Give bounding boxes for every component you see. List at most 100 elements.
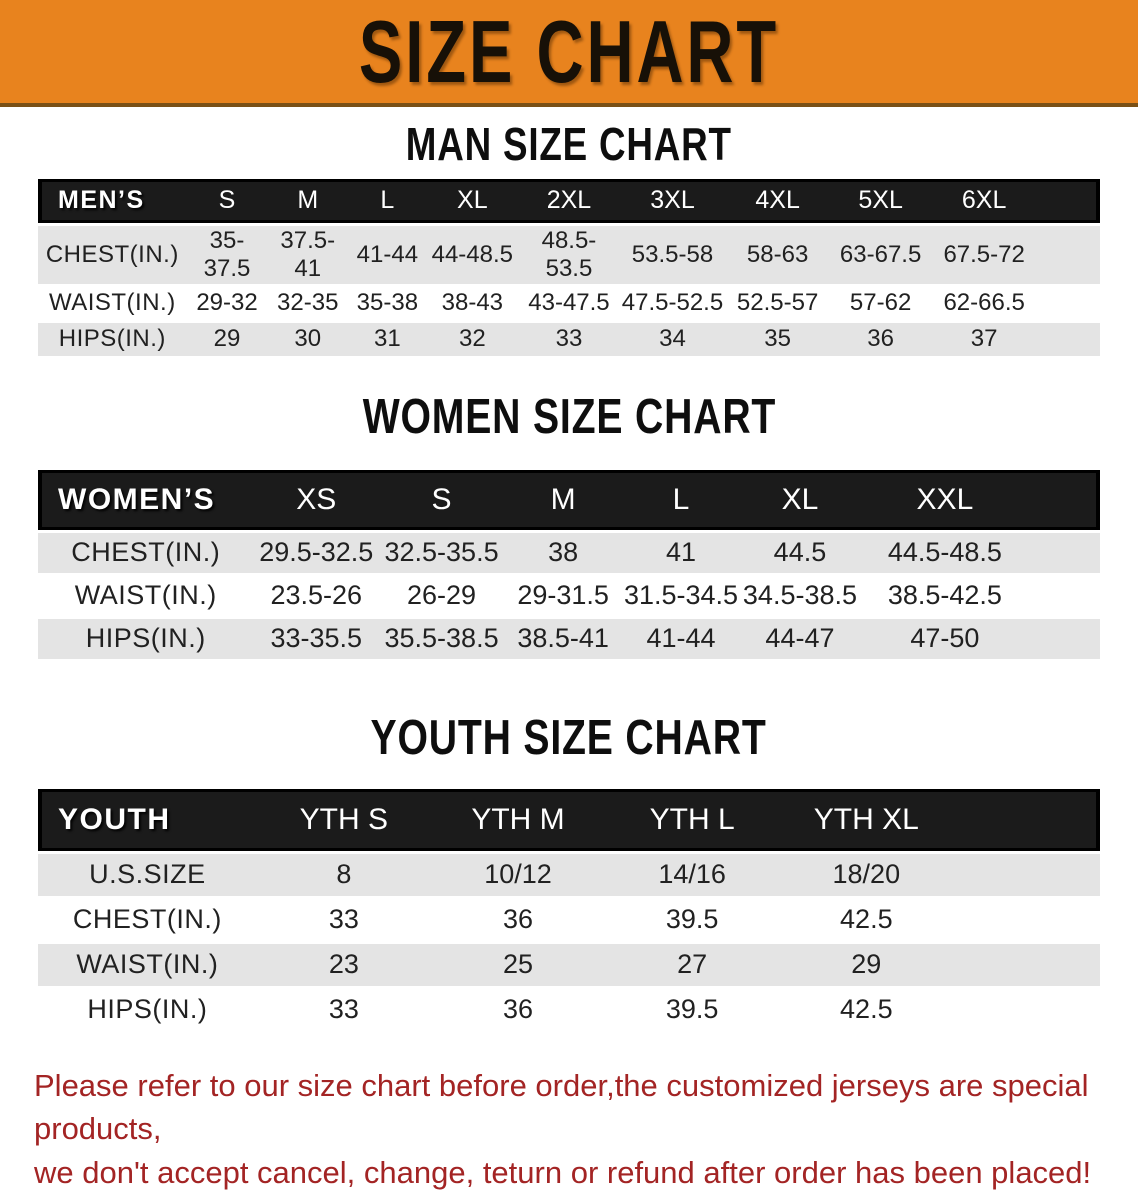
size-value-cell: 52.5-57 (725, 286, 831, 320)
size-column-header: S (378, 469, 505, 530)
table-row: HIPS(IN.) 33 36 39.5 42.5 (38, 988, 1100, 1031)
header-spacer (1029, 469, 1100, 530)
size-value-cell: 29 (186, 322, 268, 356)
men-heading: MAN SIZE CHART (0, 107, 1138, 168)
youth-heading-text: YOUTH SIZE CHART (370, 710, 768, 765)
section-women: WOMEN SIZE CHART WOMEN’S XS S M L XL XXL CHEST(… (0, 359, 1138, 662)
size-column-header: M (267, 178, 349, 223)
women-heading: WOMEN SIZE CHART (0, 359, 1138, 443)
size-value-cell: 39.5 (605, 898, 780, 941)
size-value-cell: 25 (430, 943, 606, 986)
size-value-cell: 38-43 (426, 286, 518, 320)
size-value-cell: 29 (779, 943, 954, 986)
measure-row-label: HIPS(IN.) (38, 322, 187, 356)
size-value-cell: 32-35 (267, 286, 349, 320)
header-spacer (1037, 178, 1100, 223)
women-size-table: WOMEN’S XS S M L XL XXL CHEST(IN.) 29.5-32.5 32.5… (38, 467, 1100, 662)
size-value-cell: 47.5-52.5 (619, 286, 726, 320)
women-heading-text: WOMEN SIZE CHART (362, 389, 776, 444)
size-value-cell: 33-35.5 (253, 618, 379, 659)
size-value-cell: 8 (256, 853, 431, 896)
size-value-cell: 38 (504, 532, 623, 573)
size-value-cell: 18/20 (779, 853, 954, 896)
measure-row-label: CHEST(IN.) (38, 225, 187, 284)
size-column-header: YTH S (256, 788, 431, 851)
men-heading-text: MAN SIZE CHART (405, 118, 733, 170)
size-value-cell: 67.5-72 (931, 225, 1038, 284)
size-value-cell: 42.5 (779, 898, 954, 941)
size-value-cell: 29-31.5 (504, 575, 623, 616)
size-column-header: XL (739, 469, 860, 530)
banner-title: SIZE CHART (358, 1, 780, 101)
measure-row-label: CHEST(IN.) (38, 532, 254, 573)
charts-area: MAN SIZE CHART MEN’S S M L XL 2XL 3XL 4XL 5XL 6XL… (0, 107, 1138, 1034)
size-value-cell: 41-44 (348, 225, 427, 284)
table-row: U.S.SIZE 8 10/12 14/16 18/20 (38, 853, 1100, 896)
size-value-cell: 57-62 (830, 286, 932, 320)
row-spacer (953, 988, 1100, 1031)
measure-row-label: WAIST(IN.) (38, 286, 187, 320)
size-value-cell: 35-37.5 (186, 225, 268, 284)
size-column-header: 2XL (517, 178, 620, 223)
table-row: CHEST(IN.) 29.5-32.5 32.5-35.5 38 41 44.5 44.5… (38, 532, 1100, 573)
measure-row-label: U.S.SIZE (38, 853, 257, 896)
size-column-header: 6XL (931, 178, 1038, 223)
size-value-cell: 44-47 (739, 618, 860, 659)
size-value-cell: 44.5 (739, 532, 860, 573)
size-value-cell: 36 (430, 898, 606, 941)
size-value-cell: 42.5 (779, 988, 954, 1031)
size-value-cell: 58-63 (725, 225, 831, 284)
size-value-cell: 30 (267, 322, 349, 356)
table-header-label: MEN’S (38, 178, 187, 223)
banner: SIZE CHART (0, 0, 1138, 107)
size-value-cell: 35 (725, 322, 831, 356)
size-value-cell: 41 (622, 532, 740, 573)
size-value-cell: 33 (256, 988, 431, 1031)
size-column-header: M (504, 469, 623, 530)
size-value-cell: 14/16 (605, 853, 780, 896)
size-value-cell: 37.5-41 (267, 225, 349, 284)
size-column-header: XS (253, 469, 379, 530)
row-spacer (1037, 322, 1100, 356)
size-column-header: YTH L (605, 788, 780, 851)
disclaimer-line-1: Please refer to our size chart before or… (34, 1067, 1089, 1147)
size-value-cell: 53.5-58 (619, 225, 726, 284)
size-value-cell: 32 (426, 322, 518, 356)
size-value-cell: 38.5-41 (504, 618, 623, 659)
table-row: CHEST(IN.) 35-37.5 37.5-41 41-44 44-48.5 48.5… (38, 225, 1100, 284)
size-value-cell: 35.5-38.5 (378, 618, 505, 659)
row-spacer (1029, 532, 1100, 573)
measure-row-label: CHEST(IN.) (38, 898, 257, 941)
size-column-header: 4XL (725, 178, 831, 223)
measure-row-label: WAIST(IN.) (38, 575, 254, 616)
size-value-cell: 34.5-38.5 (739, 575, 860, 616)
size-column-header: 5XL (830, 178, 932, 223)
size-column-header: YTH XL (779, 788, 954, 851)
size-value-cell: 63-67.5 (830, 225, 932, 284)
size-value-cell: 37 (931, 322, 1038, 356)
youth-size-table: YOUTH YTH S YTH M YTH L YTH XL U.S.SIZE 8 10/12… (38, 786, 1100, 1034)
size-value-cell: 38.5-42.5 (859, 575, 1030, 616)
row-spacer (1029, 618, 1100, 659)
table-row: WAIST(IN.) 29-32 32-35 35-38 38-43 43-47.5 47.… (38, 286, 1100, 320)
row-spacer (1037, 286, 1100, 320)
size-value-cell: 43-47.5 (517, 286, 620, 320)
size-value-cell: 36 (830, 322, 932, 356)
size-value-cell: 31.5-34.5 (622, 575, 740, 616)
size-column-header: L (622, 469, 740, 530)
size-value-cell: 33 (517, 322, 620, 356)
size-value-cell: 39.5 (605, 988, 780, 1031)
size-value-cell: 23.5-26 (253, 575, 379, 616)
size-value-cell: 47-50 (859, 618, 1030, 659)
size-value-cell: 32.5-35.5 (378, 532, 505, 573)
size-value-cell: 41-44 (622, 618, 740, 659)
size-value-cell: 33 (256, 898, 431, 941)
size-value-cell: 27 (605, 943, 780, 986)
measure-row-label: WAIST(IN.) (38, 943, 257, 986)
size-column-header: XL (426, 178, 518, 223)
youth-heading: YOUTH SIZE CHART (0, 662, 1138, 764)
table-header-label: WOMEN’S (38, 469, 254, 530)
size-value-cell: 23 (256, 943, 431, 986)
table-header-label: YOUTH (38, 788, 257, 851)
